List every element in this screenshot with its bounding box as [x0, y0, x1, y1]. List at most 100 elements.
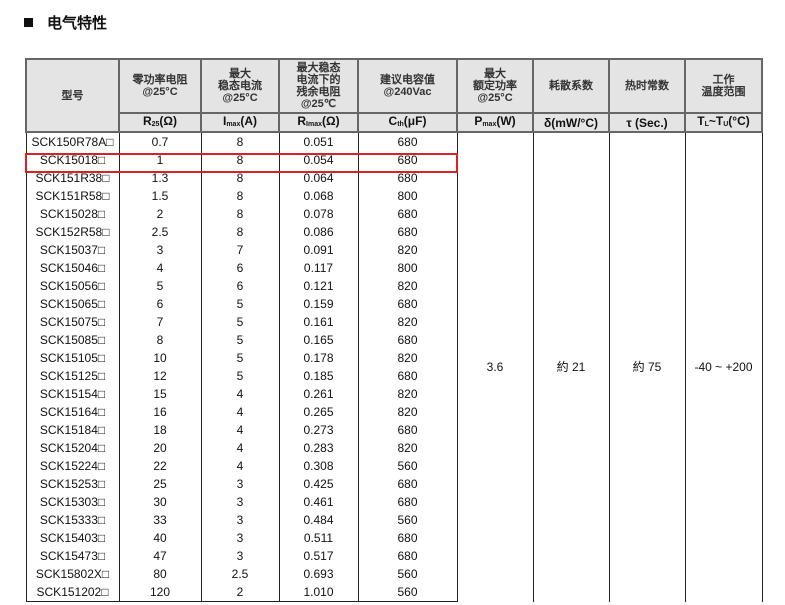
model-cell: SCK15065□ — [25, 295, 120, 313]
value-cell: 3 — [200, 475, 280, 493]
value-cell: 820 — [357, 277, 458, 295]
column-header: 耗散系数 — [532, 58, 610, 114]
value-cell: 2.5 — [200, 565, 280, 583]
shared-dissipation-cell: 約 21 — [532, 132, 610, 602]
value-cell: 2.5 — [118, 223, 202, 241]
value-cell: 47 — [118, 547, 202, 565]
value-cell: 8 — [118, 331, 202, 349]
model-cell: SCK15028□ — [25, 205, 120, 223]
section-title-text: 电气特性 — [47, 14, 108, 32]
column-header: 零功率电阻 @25°C — [118, 58, 202, 114]
column-unit: Cth(μF) — [357, 112, 458, 133]
column-unit: R25(Ω) — [118, 112, 202, 133]
value-cell: 0.7 — [118, 132, 202, 151]
model-cell: SCK15802X□ — [25, 565, 120, 583]
value-cell: 0.078 — [278, 205, 359, 223]
table-row: SCK15473□ 47 3 0.517 680 — [25, 547, 762, 565]
unit-part: P — [474, 113, 483, 128]
column-header: 建议电容值 @240Vac — [357, 58, 458, 114]
unit-part: 25 — [151, 120, 160, 128]
unit-part: (A) — [240, 113, 258, 128]
unit-part: max — [226, 120, 241, 128]
table-row: SCK15125□ 12 5 0.185 680 — [25, 367, 762, 385]
value-cell: 0.165 — [278, 331, 359, 349]
table-row: SCK15154□ 15 4 0.261 820 — [25, 385, 762, 403]
value-cell: 22 — [118, 457, 202, 475]
unit-part: max — [482, 120, 497, 128]
value-cell: 5 — [200, 349, 280, 367]
unit-part: th — [397, 120, 404, 128]
value-cell: 0.178 — [278, 349, 359, 367]
value-cell: 0.086 — [278, 223, 359, 241]
value-cell: 6 — [118, 295, 202, 313]
value-cell: 3 — [200, 493, 280, 511]
value-cell: 0.511 — [278, 529, 359, 547]
value-cell: 0.265 — [278, 403, 359, 421]
model-cell: SCK15403□ — [25, 529, 120, 547]
model-cell: SCK15085□ — [25, 331, 120, 349]
value-cell: 4 — [200, 457, 280, 475]
value-cell: 680 — [357, 529, 458, 547]
value-cell: 680 — [357, 475, 458, 493]
model-cell: SCK15473□ — [25, 547, 120, 565]
value-cell: 1.010 — [278, 583, 359, 602]
value-cell: 0.484 — [278, 511, 359, 529]
column-header: 热时常数 — [608, 58, 686, 114]
model-cell: SCK15125□ — [25, 367, 120, 385]
value-cell: 680 — [357, 421, 458, 439]
table-row: SCK15802X□ 80 2.5 0.693 560 — [25, 565, 762, 583]
unit-part: (W) — [496, 113, 516, 128]
unit-part: I — [222, 113, 227, 128]
model-cell: SCK15224□ — [25, 457, 120, 475]
table-row: SCK15204□ 20 4 0.283 820 — [25, 439, 762, 457]
value-cell: 3 — [118, 241, 202, 259]
shared-temp-range-cell: -40 ~ +200 — [684, 132, 763, 602]
column-unit: TL~TU(°C) — [684, 112, 763, 133]
column-unit: δ(mW/°C) — [532, 112, 610, 133]
table-row: SCK15085□ 8 5 0.165 680 — [25, 331, 762, 349]
table-row: SCK151202□ 120 2 1.010 560 — [25, 583, 762, 602]
table-row: SCK15184□ 18 4 0.273 680 — [25, 421, 762, 439]
model-cell: SCK15056□ — [25, 277, 120, 295]
value-cell: 0.091 — [278, 241, 359, 259]
value-cell: 1.3 — [118, 169, 202, 187]
column-header: 最大 稳态电流 @25°C — [200, 58, 280, 114]
value-cell: 680 — [357, 205, 458, 223]
value-cell: 5 — [200, 313, 280, 331]
value-cell: 8 — [200, 169, 280, 187]
unit-part: ~T — [708, 113, 724, 128]
value-cell: 680 — [357, 132, 458, 151]
value-cell: 680 — [357, 547, 458, 565]
unit-part: δ(mW/°C) — [543, 115, 599, 130]
model-cell: SCK15253□ — [25, 475, 120, 493]
table-row: SCK15403□ 40 3 0.511 680 — [25, 529, 762, 547]
model-cell: SCK15037□ — [25, 241, 120, 259]
model-cell: SCK15075□ — [25, 313, 120, 331]
model-cell: SCK150R78A□ — [25, 132, 120, 151]
unit-part: (Ω) — [322, 113, 340, 128]
value-cell: 0.117 — [278, 259, 359, 277]
column-header: 最大 额定功率 @25°C — [456, 58, 534, 114]
shared-time-constant-cell: 約 75 — [608, 132, 686, 602]
value-cell: 5 — [200, 295, 280, 313]
value-cell: 560 — [357, 457, 458, 475]
table-row: SCK15065□ 6 5 0.159 680 — [25, 295, 762, 313]
table-row: SCK15224□ 22 4 0.308 560 — [25, 457, 762, 475]
value-cell: 20 — [118, 439, 202, 457]
unit-part: (μF) — [403, 113, 427, 128]
section-title: 电气特性 — [24, 12, 107, 33]
value-cell: 4 — [200, 439, 280, 457]
value-cell: 0.068 — [278, 187, 359, 205]
unit-part: T — [697, 113, 705, 128]
model-cell: SCK151202□ — [25, 583, 120, 602]
value-cell: 0.159 — [278, 295, 359, 313]
value-cell: 7 — [200, 241, 280, 259]
value-cell: 8 — [200, 187, 280, 205]
value-cell: 4 — [200, 403, 280, 421]
value-cell: 680 — [357, 295, 458, 313]
table-row: SCK150R78A□ 0.7 8 0.051 680 3.6 約 21 約 75 -40 ~ … — [25, 132, 763, 602]
column-unit: Imax(A) — [200, 112, 280, 133]
value-cell: 7 — [118, 313, 202, 331]
value-cell: 4 — [118, 259, 202, 277]
value-cell: 0.693 — [278, 565, 359, 583]
